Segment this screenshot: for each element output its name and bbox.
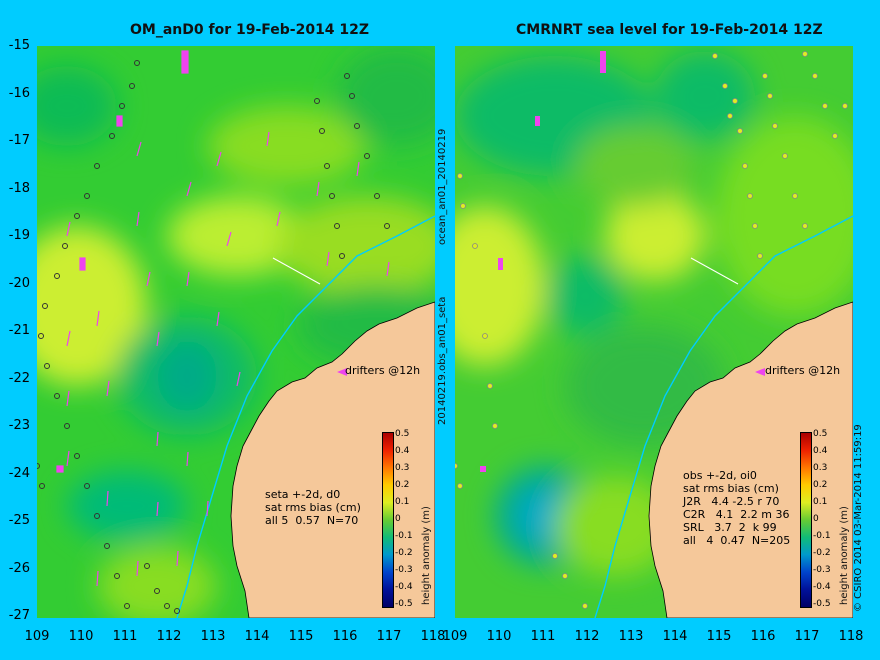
x-tick: 110 [486,629,512,644]
y-tick: -19 [8,228,30,243]
x-tick: 109 [442,629,468,644]
x-tick: 109 [24,629,50,644]
x-tick: 118 [838,629,864,644]
stats-line: seta +-2d, d0 [265,488,341,501]
x-tick: 117 [376,629,402,644]
y-tick: -15 [8,38,30,53]
x-tick: 114 [244,629,270,644]
cbar-tick: 0.4 [813,446,828,456]
x-tick: 112 [574,629,600,644]
right-stats: obs +-2d, oi0 sat rms bias (cm) J2R 4.4 -2… [683,469,790,547]
cbar-tick: -0.4 [813,582,831,592]
drifter-legend-marker [337,368,347,376]
credit-text: © CSIRO 2014 03-Mar-2014 11:59:19 [853,424,864,612]
x-tick: 110 [68,629,94,644]
cbar-tick: 0.1 [813,497,828,507]
cbar-tick: -0.5 [395,599,413,609]
section-line [272,257,321,285]
x-tick: 113 [200,629,226,644]
right-map-panel[interactable] [455,46,853,618]
x-tick: 112 [156,629,182,644]
drifter-legend-marker [755,368,765,376]
y-tick: -22 [8,371,30,386]
cbar-tick: -0.1 [813,531,831,541]
stats-line: all 5 0.57 N=70 [265,514,359,527]
y-tick: -20 [8,276,30,291]
x-tick: 111 [530,629,556,644]
coastline-current [176,215,435,618]
right-drifter-label: drifters @12h [765,364,841,377]
x-tick: 111 [112,629,138,644]
right-colorbar-label: height anomaly (m) [839,506,850,605]
cbar-tick: 0.5 [395,429,410,439]
cbar-tick: 0.1 [395,497,410,507]
right-colorbar [800,432,812,608]
y-tick: -23 [8,418,30,433]
cbar-tick: -0.2 [395,548,413,558]
y-tick: -18 [8,181,30,196]
cbar-tick: 0.4 [395,446,410,456]
y-tick: -26 [8,561,30,576]
y-tick: -21 [8,323,30,338]
x-tick: 114 [662,629,688,644]
cbar-tick: -0.5 [813,599,831,609]
stats-line: SRL 3.7 2 k 99 [683,521,777,534]
left-stats: seta +-2d, d0 sat rms bias (cm) all 5 0.57… [265,488,361,527]
stats-line: C2R 4.1 2.2 m 36 [683,508,790,521]
cbar-tick: 0.2 [395,480,410,490]
x-tick: 116 [332,629,358,644]
cbar-tick: -0.3 [813,565,831,575]
cbar-tick: 0.5 [813,429,828,439]
y-tick: -24 [8,466,30,481]
y-tick: -17 [8,133,30,148]
coastline-current [594,215,853,618]
stats-line: all 4 0.47 N=205 [683,534,791,547]
anomaly-field [37,46,435,618]
file-label-top: ocean_an01_20140219 [437,128,448,245]
drifter-markers [480,51,606,472]
cbar-tick: -0.2 [813,548,831,558]
drifter-arrows [56,50,390,587]
cbar-tick: 0.3 [395,463,410,473]
y-tick: -16 [8,86,30,101]
y-tick: -27 [8,608,30,623]
left-colorbar-label: height anomaly (m) [421,506,432,605]
satellite-obs-markers [37,60,390,614]
right-map-title: CMRNRT sea level for 19-Feb-2014 12Z [516,22,823,38]
left-colorbar [382,432,394,608]
y-tick: -25 [8,513,30,528]
x-tick: 117 [794,629,820,644]
file-label-bottom: 20140219.obs_an01_seta [437,296,448,425]
left-drifter-label: drifters @12h [345,364,421,377]
stats-line: sat rms bias (cm) [683,482,779,495]
x-tick: 115 [706,629,732,644]
cbar-tick: 0 [395,514,401,524]
cbar-tick: 0.3 [813,463,828,473]
x-tick: 113 [618,629,644,644]
cbar-tick: -0.3 [395,565,413,575]
satellite-obs-markers [455,51,848,609]
left-map-panel[interactable] [37,46,435,618]
stats-line: J2R 4.4 -2.5 r 70 [683,495,780,508]
x-tick: 116 [750,629,776,644]
cbar-tick: -0.1 [395,531,413,541]
x-tick: 115 [288,629,314,644]
cbar-tick: 0 [813,514,819,524]
cbar-tick: -0.4 [395,582,413,592]
stats-line: sat rms bias (cm) [265,501,361,514]
stats-line: obs +-2d, oi0 [683,469,757,482]
x-tick: 118 [420,629,446,644]
left-map-title: OM_anD0 for 19-Feb-2014 12Z [130,22,370,38]
section-line [690,257,739,285]
cbar-tick: 0.2 [813,480,828,490]
